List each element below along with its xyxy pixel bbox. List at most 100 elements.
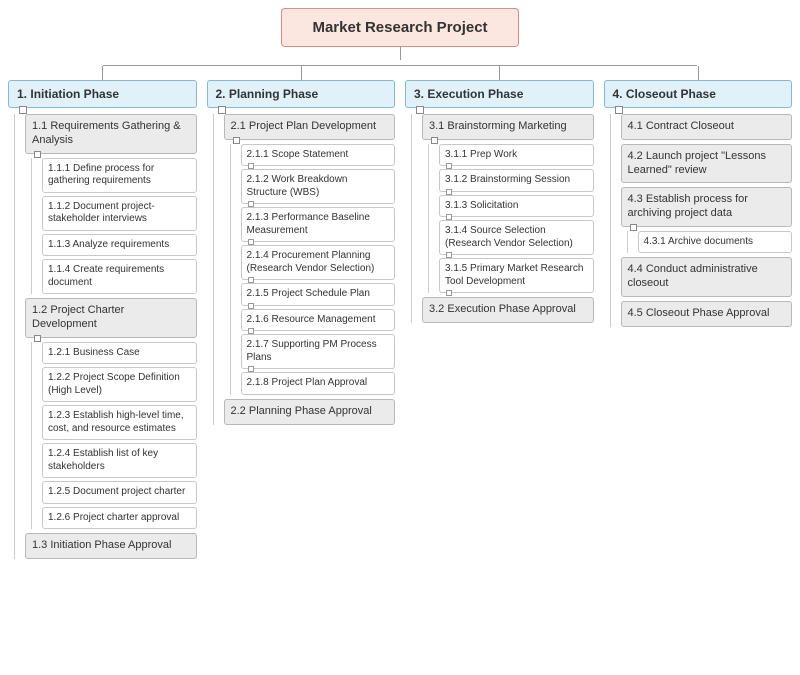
section-box[interactable]: 4.2 Launch project "Lessons Learned" rev… (621, 144, 793, 184)
item-number: 1.1.3 (48, 239, 70, 250)
phase-label: Planning Phase (229, 87, 318, 101)
item-group: 1.2.1 Business Case1.2.2 Project Scope D… (31, 342, 197, 530)
section-box[interactable]: 1.3 Initiation Phase Approval (25, 533, 197, 559)
phase-column: 2. Planning Phase 2.1 Project Plan Develo… (207, 80, 396, 429)
item-box[interactable]: 4.3.1 Archive documents (638, 231, 793, 254)
item-number: 3.1.4 (445, 225, 467, 236)
phase-box[interactable]: 2. Planning Phase (207, 80, 396, 108)
item-number: 1.1.1 (48, 163, 70, 174)
section-number: 3.2 (429, 303, 444, 315)
item-box[interactable]: 3.1.5 Primary Market Research Tool Devel… (439, 258, 594, 293)
phase-column: 4. Closeout Phase4.1 Contract Closeout4.… (604, 80, 793, 331)
item-box[interactable]: 2.1.4 Procurement Planning (Research Ven… (241, 245, 396, 280)
item-group: 2.1.1 Scope Statement2.1.2 Work Breakdow… (230, 144, 396, 395)
item-number: 2.1.4 (247, 250, 269, 261)
item-label: Business Case (73, 347, 140, 358)
section-number: 1.1 (32, 120, 47, 132)
item-number: 3.1.2 (445, 174, 467, 185)
item-box[interactable]: 3.1.4 Source Selection (Research Vendor … (439, 220, 594, 255)
item-box[interactable]: 1.1.2 Document project-stakeholder inter… (42, 196, 197, 231)
section-box[interactable]: 4.3 Establish process for archiving proj… (621, 187, 793, 227)
item-label: Archive documents (668, 236, 753, 247)
section-label: Project Plan Development (249, 120, 376, 132)
item-box[interactable]: 1.2.4 Establish list of key stakeholders (42, 443, 197, 478)
item-label: Solicitation (470, 200, 518, 211)
item-box[interactable]: 2.1.2 Work Breakdown Structure (WBS) (241, 169, 396, 204)
item-number: 1.2.5 (48, 486, 70, 497)
item-box[interactable]: 2.1.5 Project Schedule Plan (241, 283, 396, 306)
section-group: 4.1 Contract Closeout 4.2 Launch project … (610, 114, 793, 327)
section-label: Conduct administrative closeout (628, 263, 758, 289)
section-box[interactable]: 1.2 Project Charter Development (25, 298, 197, 338)
item-label: Resource Management (272, 314, 376, 325)
phase-number: 2. (216, 87, 226, 101)
section-number: 4.1 (628, 120, 643, 132)
phase-label: Initiation Phase (30, 87, 119, 101)
item-label: Project Schedule Plan (272, 288, 370, 299)
item-number: 1.1.4 (48, 264, 70, 275)
section-box[interactable]: 3.1 Brainstorming Marketing (422, 114, 594, 140)
item-box[interactable]: 2.1.1 Scope Statement (241, 144, 396, 167)
section-box[interactable]: 1.1 Requirements Gathering & Analysis (25, 114, 197, 154)
item-number: 3.1.3 (445, 200, 467, 211)
section-number: 4.2 (628, 150, 643, 162)
section-label: Closeout Phase Approval (646, 307, 770, 319)
section-label: Contract Closeout (646, 120, 734, 132)
section-number: 3.1 (429, 120, 444, 132)
item-box[interactable]: 2.1.8 Project Plan Approval (241, 372, 396, 395)
phase-columns: 1. Initiation Phase 1.1 Requirements Gath… (8, 80, 792, 563)
item-box[interactable]: 2.1.7 Supporting PM Process Plans (241, 334, 396, 369)
item-number: 2.1.6 (247, 314, 269, 325)
phase-box[interactable]: 1. Initiation Phase (8, 80, 197, 108)
section-box[interactable]: 4.4 Conduct administrative closeout (621, 257, 793, 297)
item-label: Project charter approval (73, 512, 179, 523)
section-number: 4.5 (628, 307, 643, 319)
item-label: Analyze requirements (72, 239, 169, 250)
root-title-box[interactable]: Market Research Project (281, 8, 518, 47)
item-box[interactable]: 2.1.6 Resource Management (241, 309, 396, 332)
item-label: Scope Statement (272, 149, 349, 160)
phase-box[interactable]: 3. Execution Phase (405, 80, 594, 108)
section-number: 4.4 (628, 263, 643, 275)
item-number: 1.2.4 (48, 448, 70, 459)
item-box[interactable]: 3.1.3 Solicitation (439, 195, 594, 218)
item-number: 1.1.2 (48, 201, 70, 212)
phase-number: 3. (414, 87, 424, 101)
section-label: Establish process for archiving project … (628, 193, 748, 219)
item-number: 2.1.2 (247, 174, 269, 185)
phase-number: 4. (613, 87, 623, 101)
section-label: Requirements Gathering & Analysis (32, 120, 181, 146)
section-group: 3.1 Brainstorming Marketing 3.1.1 Prep Wo… (411, 114, 594, 323)
section-box[interactable]: 4.1 Contract Closeout (621, 114, 793, 140)
section-number: 4.3 (628, 193, 643, 205)
item-box[interactable]: 1.1.1 Define process for gathering requi… (42, 158, 197, 193)
item-box[interactable]: 3.1.1 Prep Work (439, 144, 594, 167)
item-box[interactable]: 1.1.3 Analyze requirements (42, 234, 197, 257)
item-box[interactable]: 1.2.3 Establish high-level time, cost, a… (42, 405, 197, 440)
item-box[interactable]: 1.1.4 Create requirements document (42, 259, 197, 294)
section-box[interactable]: 2.2 Planning Phase Approval (224, 399, 396, 425)
root-title: Market Research Project (312, 19, 487, 36)
section-label: Initiation Phase Approval (50, 539, 171, 551)
item-box[interactable]: 1.2.2 Project Scope Definition (High Lev… (42, 367, 197, 402)
section-label: Execution Phase Approval (447, 303, 575, 315)
item-box[interactable]: 1.2.6 Project charter approval (42, 507, 197, 530)
item-label: Prep Work (470, 149, 517, 160)
item-group: 1.1.1 Define process for gathering requi… (31, 158, 197, 295)
phase-box[interactable]: 4. Closeout Phase (604, 80, 793, 108)
item-number: 1.2.6 (48, 512, 70, 523)
item-number: 1.2.2 (48, 372, 70, 383)
section-number: 2.1 (231, 120, 246, 132)
section-box[interactable]: 3.2 Execution Phase Approval (422, 297, 594, 323)
item-box[interactable]: 1.2.1 Business Case (42, 342, 197, 365)
section-box[interactable]: 4.5 Closeout Phase Approval (621, 301, 793, 327)
item-box[interactable]: 1.2.5 Document project charter (42, 481, 197, 504)
item-box[interactable]: 3.1.2 Brainstorming Session (439, 169, 594, 192)
phase-number: 1. (17, 87, 27, 101)
section-box[interactable]: 2.1 Project Plan Development (224, 114, 396, 140)
section-number: 1.2 (32, 304, 47, 316)
phase-label: Closeout Phase (626, 87, 716, 101)
section-number: 2.2 (231, 405, 246, 417)
phase-column: 3. Execution Phase 3.1 Brainstorming Mark… (405, 80, 594, 327)
item-box[interactable]: 2.1.3 Performance Baseline Measurement (241, 207, 396, 242)
